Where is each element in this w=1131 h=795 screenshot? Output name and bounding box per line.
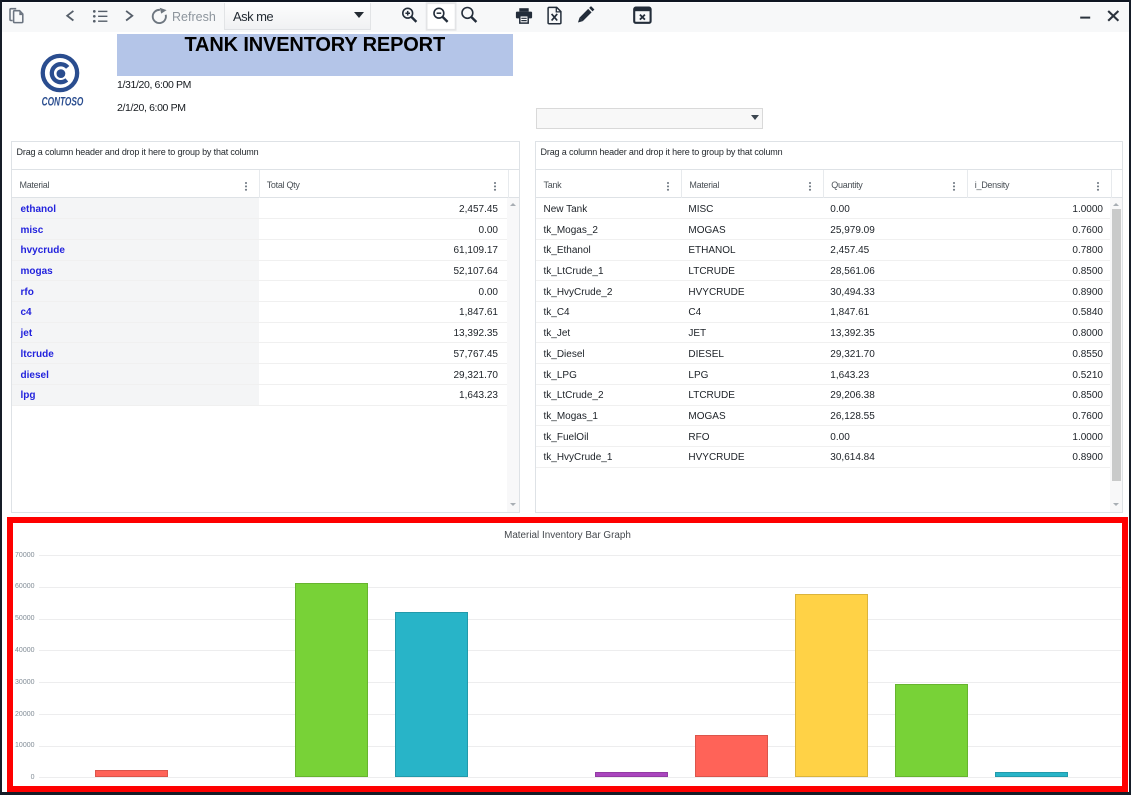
- svg-text:CONTOSO: CONTOSO: [42, 94, 84, 108]
